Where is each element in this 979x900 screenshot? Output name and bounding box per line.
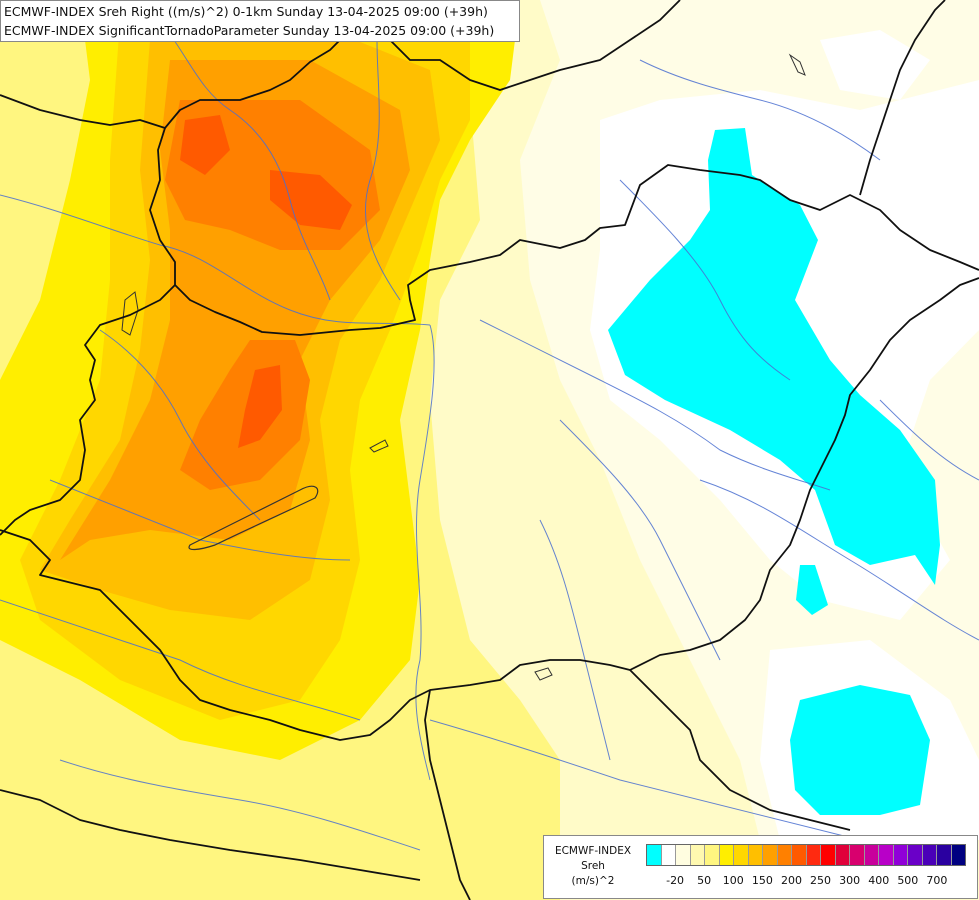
legend-model: ECMWF-INDEX: [554, 845, 632, 857]
legend-swatch: [748, 845, 763, 865]
legend-swatch: [908, 845, 923, 865]
lake-small: [369, 439, 389, 453]
legend-swatch: [647, 845, 662, 865]
contour-cyan-main: [608, 128, 940, 585]
legend-tick-label: 250: [810, 874, 832, 887]
lake-northeast: [788, 53, 806, 76]
contour-white-north: [820, 30, 930, 100]
legend-swatch: [835, 845, 850, 865]
contour-cyan-small: [796, 565, 828, 615]
rivers: [0, 0, 979, 881]
contour-cyan-south: [790, 685, 930, 815]
legend-tick-label: 700: [926, 874, 948, 887]
legend-color-bar: [646, 844, 966, 866]
color-legend: ECMWF-INDEX Sreh (m/s)^2 -20 50 100 150 200 2…: [543, 835, 978, 899]
map-title-box: ECMWF-INDEX Sreh Right ((m/s)^2) 0-1km S…: [0, 0, 520, 42]
legend-swatch: [864, 845, 879, 865]
legend-swatch: [792, 845, 807, 865]
legend-swatch: [922, 845, 937, 865]
map-title-stp: ECMWF-INDEX SignificantTornadoParameter …: [4, 23, 495, 38]
legend-variable: Sreh: [581, 860, 605, 872]
legend-ticks: -20 50 100 150 200 250 300 400 500 700: [646, 874, 966, 890]
contour-red-northwest: [180, 115, 230, 175]
legend-tick-label: 100: [722, 874, 744, 887]
legend-swatch: [676, 845, 691, 865]
legend-swatch: [937, 845, 952, 865]
legend-swatch: [777, 845, 792, 865]
legend-tick-label: 400: [868, 874, 890, 887]
legend-tick-label: 150: [751, 874, 773, 887]
map-title-sreh: ECMWF-INDEX Sreh Right ((m/s)^2) 0-1km S…: [4, 4, 488, 19]
legend-meta: ECMWF-INDEX Sreh (m/s)^2: [544, 844, 642, 889]
legend-tick-label: 500: [897, 874, 919, 887]
legend-swatch: [850, 845, 865, 865]
legend-tick-label: 50: [697, 874, 712, 887]
legend-swatch: [719, 845, 734, 865]
contour-red-north: [270, 170, 352, 230]
legend-unit: (m/s)^2: [571, 875, 615, 887]
legend-swatch: [705, 845, 720, 865]
legend-swatch: [951, 845, 965, 865]
legend-swatch: [763, 845, 778, 865]
legend-swatch: [661, 845, 676, 865]
legend-swatch: [734, 845, 749, 865]
legend-swatch: [879, 845, 894, 865]
legend-swatch: [893, 845, 908, 865]
lake-balaton: [188, 485, 319, 551]
legend-swatch: [821, 845, 836, 865]
legend-tick-label: 200: [780, 874, 802, 887]
lake-south: [534, 667, 553, 681]
legend-tick-label: 300: [839, 874, 861, 887]
legend-swatch: [806, 845, 821, 865]
legend-swatch: [690, 845, 705, 865]
contour-red-central: [238, 365, 282, 448]
lake-neusiedl: [121, 291, 139, 336]
legend-tick-label: -20: [666, 874, 685, 887]
